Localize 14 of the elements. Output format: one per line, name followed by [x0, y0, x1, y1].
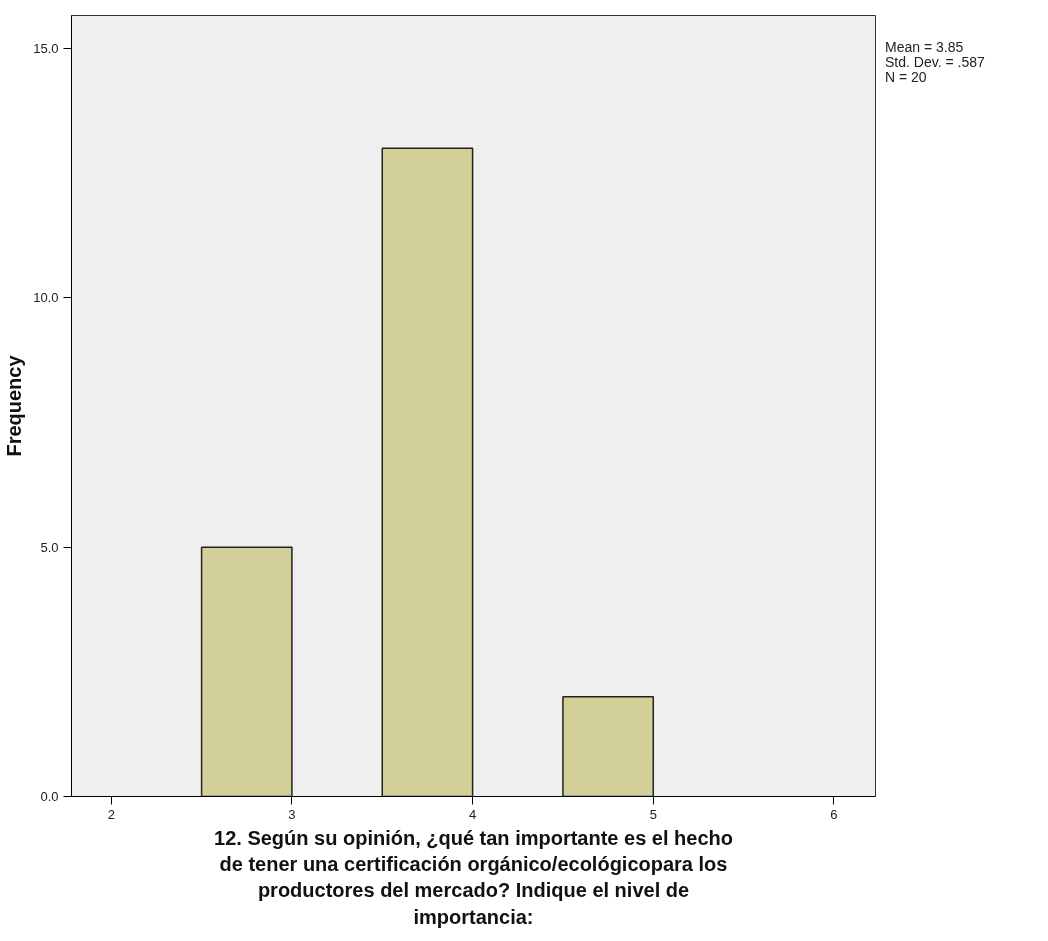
x-tick-label: 4	[468, 806, 477, 822]
y-tick-label: 10.0	[33, 290, 59, 306]
x-tick-label: 2	[107, 806, 115, 822]
y-tick-label: 0.0	[40, 789, 59, 804]
text: Std. Dev. = .587	[885, 54, 985, 70]
y-tick-label: 5.0	[40, 539, 59, 555]
x-tick-label: 6	[830, 806, 838, 822]
y-axis-title: Frequency	[3, 354, 26, 457]
text: N = 20	[885, 69, 927, 85]
y-tick-label: 15.0	[33, 40, 59, 56]
x-axis-title: 12. Según su opinión, ¿qué tan importante es el hecho de tener una certificación orgánico/ecológicopara los productores del mercado? Indique el nivel de importancia:	[214, 826, 733, 928]
x-tick-label: 3	[288, 806, 296, 822]
x-tick-label: 5	[649, 806, 657, 822]
text: Mean = 3.85	[885, 39, 964, 55]
